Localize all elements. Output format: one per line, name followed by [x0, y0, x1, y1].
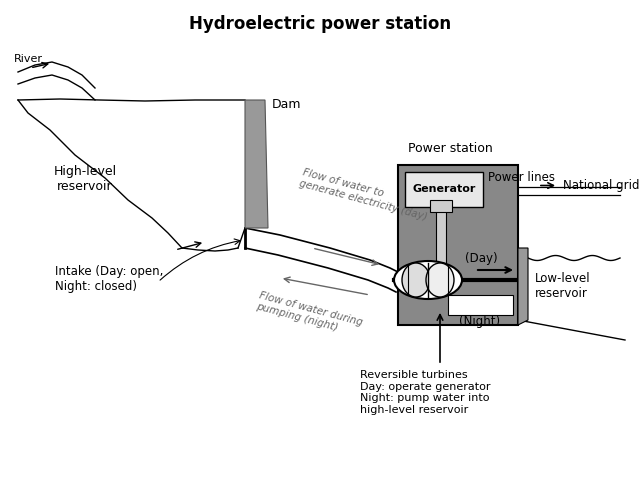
Text: Generator: Generator: [412, 185, 476, 195]
Text: High-level
reservoir: High-level reservoir: [53, 165, 116, 193]
Bar: [430, 200, 452, 212]
Text: Low-level
reservoir: Low-level reservoir: [535, 272, 591, 300]
Text: Power lines: Power lines: [488, 171, 555, 184]
Bar: [436, 207, 446, 267]
Ellipse shape: [426, 263, 454, 297]
Ellipse shape: [402, 263, 430, 297]
Text: Flow of water during
pumping (night): Flow of water during pumping (night): [255, 290, 364, 338]
Polygon shape: [518, 248, 528, 325]
Ellipse shape: [394, 261, 462, 299]
Text: Hydroelectric power station: Hydroelectric power station: [189, 15, 451, 33]
Bar: [398, 165, 518, 325]
Bar: [448, 295, 513, 315]
Text: River: River: [14, 54, 43, 64]
Polygon shape: [245, 100, 268, 228]
Bar: [405, 172, 483, 207]
Text: (Day): (Day): [465, 252, 498, 265]
Text: Dam: Dam: [272, 98, 301, 111]
Text: Reversible turbines
Day: operate generator
Night: pump water into
high-level res: Reversible turbines Day: operate generat…: [360, 370, 490, 415]
Text: (Night): (Night): [460, 315, 500, 328]
Text: National grid: National grid: [563, 179, 639, 192]
Text: Flow of water to
generate electricity (day): Flow of water to generate electricity (d…: [298, 167, 431, 222]
Text: Power station: Power station: [408, 142, 493, 155]
Text: Intake (Day: open,
Night: closed): Intake (Day: open, Night: closed): [55, 265, 163, 293]
